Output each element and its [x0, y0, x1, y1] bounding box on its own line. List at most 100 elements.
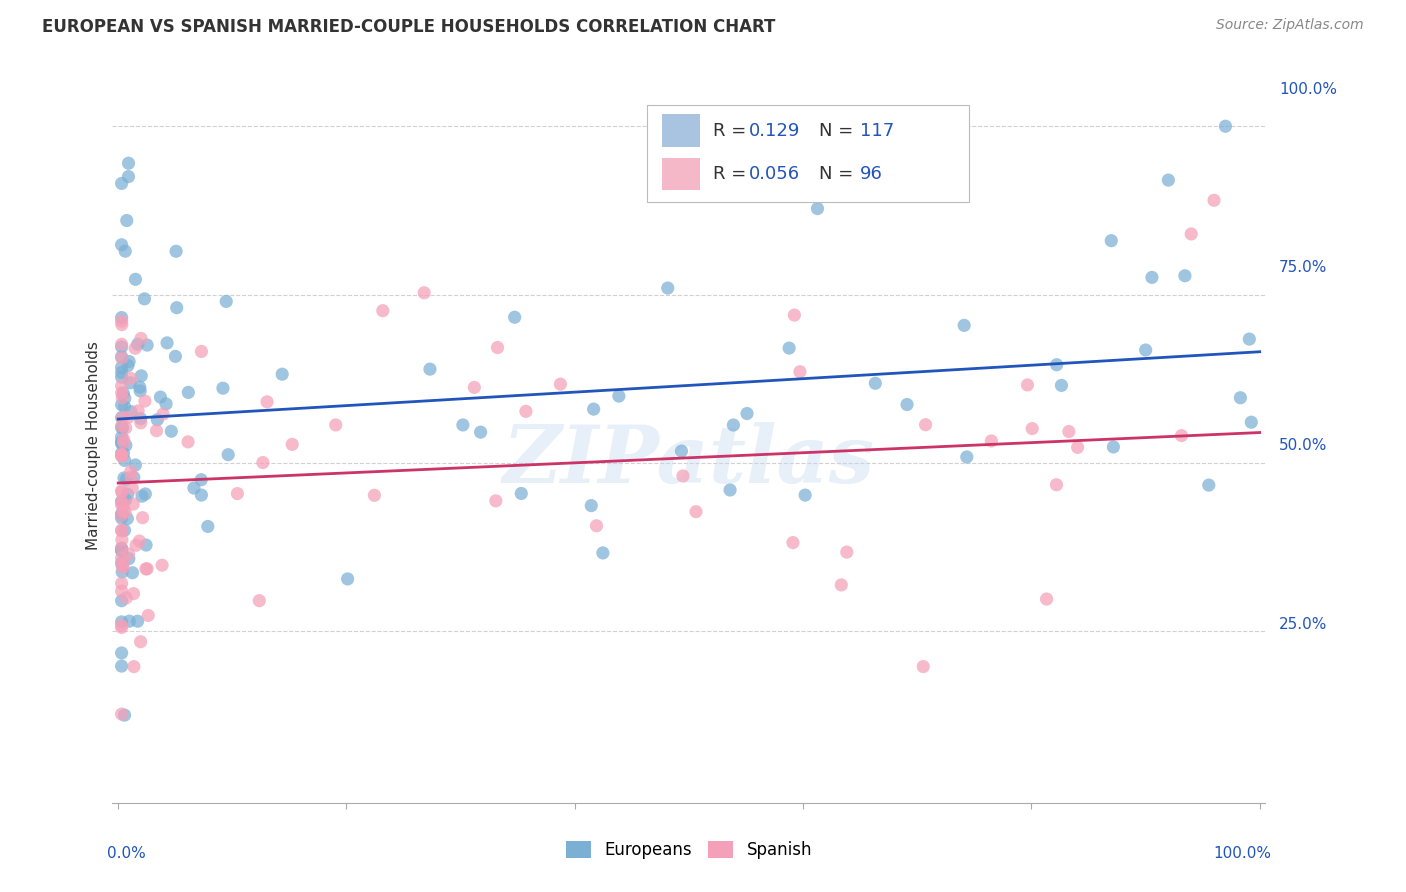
- Point: [112, 504, 135, 518]
- Point: [1017, 378, 1039, 392]
- Point: [485, 493, 508, 508]
- Point: [117, 487, 139, 501]
- Point: [110, 340, 132, 354]
- Point: [122, 659, 145, 673]
- Point: [1066, 441, 1088, 455]
- Point: [112, 433, 135, 447]
- Point: [112, 435, 135, 450]
- Point: [111, 485, 134, 500]
- Point: [190, 488, 212, 502]
- Point: [135, 562, 157, 576]
- Point: [110, 446, 132, 460]
- Point: [672, 469, 695, 483]
- Point: [165, 244, 187, 259]
- Point: [896, 397, 918, 411]
- Point: [131, 489, 153, 503]
- Point: [183, 481, 205, 495]
- Point: [1102, 440, 1125, 454]
- Point: [136, 338, 159, 352]
- Point: [129, 411, 152, 425]
- Point: [110, 447, 132, 461]
- Point: [127, 614, 149, 628]
- Point: [1050, 378, 1073, 392]
- Point: [718, 483, 741, 497]
- Text: 100.0%: 100.0%: [1213, 846, 1271, 861]
- Point: [118, 354, 141, 368]
- Point: [136, 562, 159, 576]
- Point: [1021, 421, 1043, 435]
- Point: [585, 518, 607, 533]
- Point: [131, 510, 153, 524]
- Point: [830, 578, 852, 592]
- Text: Source: ZipAtlas.com: Source: ZipAtlas.com: [1216, 18, 1364, 32]
- Point: [129, 634, 152, 648]
- Point: [117, 547, 139, 561]
- Point: [1174, 268, 1197, 283]
- Point: [117, 511, 139, 525]
- Point: [723, 417, 745, 432]
- Point: [110, 177, 132, 191]
- Point: [112, 556, 135, 570]
- Point: [110, 420, 132, 434]
- Point: [980, 434, 1002, 448]
- Point: [122, 497, 145, 511]
- Point: [121, 481, 143, 495]
- Point: [177, 434, 200, 449]
- Point: [110, 310, 132, 325]
- Point: [115, 591, 138, 605]
- Point: [419, 362, 441, 376]
- Point: [252, 456, 274, 470]
- Point: [1215, 120, 1237, 134]
- Point: [156, 335, 179, 350]
- Text: 0.0%: 0.0%: [107, 846, 145, 861]
- Point: [451, 417, 474, 432]
- Point: [114, 421, 136, 435]
- Point: [110, 449, 132, 463]
- Point: [865, 376, 887, 391]
- Point: [160, 424, 183, 438]
- Point: [110, 370, 132, 384]
- Point: [110, 379, 132, 393]
- Point: [190, 473, 212, 487]
- Point: [470, 425, 492, 439]
- Point: [120, 376, 142, 390]
- Point: [110, 508, 132, 522]
- Point: [110, 494, 132, 508]
- Point: [1046, 358, 1069, 372]
- Point: [127, 404, 149, 418]
- Point: [110, 618, 132, 632]
- Point: [806, 202, 828, 216]
- Point: [835, 545, 858, 559]
- Point: [363, 488, 385, 502]
- Point: [117, 410, 139, 425]
- Point: [114, 708, 136, 723]
- Point: [117, 156, 139, 170]
- Point: [110, 435, 132, 450]
- Point: [515, 404, 537, 418]
- Point: [115, 472, 138, 486]
- Point: [550, 377, 572, 392]
- Point: [114, 492, 136, 507]
- Point: [1135, 343, 1157, 357]
- Point: [124, 458, 146, 472]
- Point: [657, 281, 679, 295]
- Point: [110, 508, 132, 523]
- Point: [120, 465, 142, 479]
- Point: [114, 244, 136, 259]
- Point: [114, 392, 136, 406]
- Point: [1099, 234, 1122, 248]
- Point: [110, 337, 132, 351]
- Point: [110, 507, 132, 521]
- Point: [413, 285, 436, 300]
- Point: [110, 543, 132, 558]
- Point: [794, 488, 817, 502]
- Text: 100.0%: 100.0%: [1279, 82, 1337, 96]
- Point: [110, 366, 132, 380]
- Point: [110, 544, 132, 558]
- Point: [112, 446, 135, 460]
- Point: [510, 486, 533, 500]
- Point: [110, 350, 132, 364]
- Point: [146, 413, 169, 427]
- Point: [166, 301, 188, 315]
- Point: [110, 436, 132, 450]
